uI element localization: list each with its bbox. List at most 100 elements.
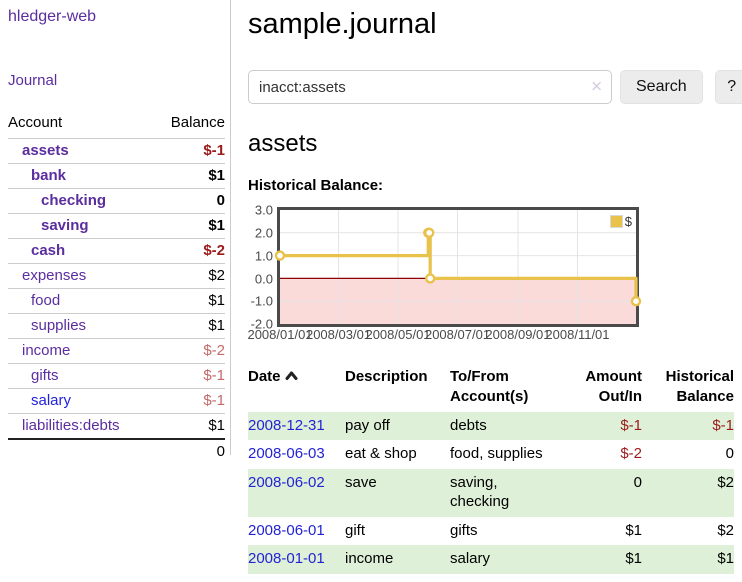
register-header-row: Date Description To/From Account(s) Amou…	[248, 365, 734, 412]
transaction-description: income	[345, 545, 450, 574]
account-row-checking: checking 0	[8, 188, 225, 214]
y-axis-tick-label: 3.0	[254, 202, 273, 218]
sort-ascending-icon	[285, 367, 298, 387]
clear-search-icon[interactable]: ✕	[590, 78, 603, 96]
account-row-supplies: supplies $1	[8, 313, 225, 339]
legend-swatch-icon	[609, 215, 623, 229]
transaction-accounts: food, supplies	[450, 445, 543, 463]
y-axis-tick-label: 1.0	[254, 248, 273, 264]
account-heading: assets	[248, 130, 318, 158]
search-field-wrap: ✕	[248, 70, 612, 105]
chart-plot-area: $	[274, 207, 642, 328]
account-link-bank[interactable]: bank	[31, 167, 67, 184]
transaction-balance: $2	[717, 521, 734, 539]
account-balance: $1	[208, 317, 225, 334]
transaction-date-link[interactable]: 2008-06-01	[248, 521, 325, 539]
sidebar: hledger-web Journal Account Balance asse…	[0, 0, 231, 460]
transaction-balance: $-1	[642, 411, 734, 441]
account-balance: $-2	[203, 242, 225, 259]
account-balance: $-1	[203, 142, 225, 159]
chart-legend: $	[606, 212, 635, 232]
legend-label: $	[624, 214, 632, 230]
transaction-date-link[interactable]: 2008-12-31	[248, 416, 325, 434]
search-form: ✕ Search ?	[248, 70, 742, 105]
register-col-balance: Historical Balance	[665, 368, 734, 406]
register-col-amount: Amount Out/In	[585, 368, 642, 406]
y-axis-tick-label: -2.0	[250, 316, 273, 332]
transaction-balance: 0	[725, 445, 734, 463]
help-button[interactable]: ?	[714, 70, 742, 105]
register-col-accounts: To/From Account(s)	[450, 368, 529, 406]
account-row-expenses: expenses $2	[8, 263, 225, 289]
chart-canvas	[274, 210, 642, 325]
account-link-expenses[interactable]: expenses	[22, 267, 87, 284]
brand-link[interactable]: hledger-web	[8, 8, 97, 25]
search-input[interactable]	[248, 70, 612, 105]
account-balance: $1	[208, 167, 225, 184]
account-link-supplies[interactable]: supplies	[31, 317, 87, 334]
main-content: sample.journal ✕ Search ? assets Histori…	[231, 0, 742, 582]
account-row-income: income $-2	[8, 338, 225, 364]
account-link-saving[interactable]: saving	[41, 217, 89, 234]
transaction-balance: $1	[642, 545, 734, 574]
accounts-col-balance: Balance	[170, 114, 225, 131]
y-axis-tick-label: 0.0	[254, 271, 273, 287]
transaction-description: pay off	[345, 411, 450, 441]
transaction-date-link[interactable]: 2008-06-02	[248, 473, 325, 491]
account-link-income[interactable]: income	[22, 342, 71, 359]
account-balance: $2	[208, 267, 225, 284]
y-axis-tick-label: -1.0	[250, 293, 273, 309]
x-axis-tick-label: 2008/07/01	[424, 327, 491, 343]
x-axis-tick-label: 2008/09/01	[485, 327, 551, 343]
transaction-accounts: debts	[450, 411, 550, 441]
x-axis-tick-label: 2008/11/01	[545, 327, 610, 343]
transaction-balance: $2	[642, 468, 734, 517]
account-link-food[interactable]: food	[31, 292, 61, 309]
register-row: 2008-12-31 pay off debts $-1 $-1	[248, 411, 734, 441]
transaction-date-link[interactable]: 2008-06-03	[248, 445, 325, 463]
account-row-saving: saving $1	[8, 213, 225, 239]
account-link-cash[interactable]: cash	[31, 242, 66, 259]
transaction-accounts: salary	[450, 545, 550, 574]
transaction-description: save	[345, 468, 450, 517]
accounts-total-row: 0	[8, 439, 225, 464]
sidebar-item-journal[interactable]: Journal	[8, 72, 58, 89]
account-row-cash: cash $-2	[8, 238, 225, 264]
account-row-salary: salary $-1	[8, 388, 225, 414]
account-row-food: food $1	[8, 288, 225, 314]
accounts-total: 0	[216, 443, 225, 460]
account-link-salary[interactable]: salary	[31, 392, 72, 409]
y-axis-tick-label: 2.0	[254, 225, 273, 241]
accounts-table: Account Balance assets $-1 bank $1 check…	[8, 110, 225, 464]
account-row-gifts: gifts $-1	[8, 363, 225, 389]
account-link-gifts[interactable]: gifts	[31, 367, 59, 384]
register-table: Date Description To/From Account(s) Amou…	[248, 365, 734, 574]
transaction-amount: $1	[625, 521, 642, 539]
balance-chart: 3.0 2.0 1.0 0.0 -1.0 -2.0 $ 2008/01/01 2008/03…	[247, 199, 742, 345]
chart-title: Historical Balance:	[248, 177, 384, 195]
account-balance: $-1	[203, 392, 225, 409]
transaction-amount: $-2	[620, 445, 642, 463]
account-link-assets[interactable]: assets	[22, 142, 69, 159]
transaction-description: gift	[345, 521, 366, 539]
search-button[interactable]: Search	[620, 70, 703, 105]
account-link-liabilities-debts[interactable]: liabilities:debts	[22, 417, 120, 434]
account-link-checking[interactable]: checking	[41, 192, 107, 209]
account-balance: $-1	[203, 367, 225, 384]
transaction-amount: 0	[550, 468, 642, 517]
register-col-description: Description	[345, 368, 428, 386]
x-axis-tick-label: 2008/01/01	[247, 327, 313, 343]
transaction-amount: $1	[550, 545, 642, 574]
page-title: sample.journal	[248, 8, 437, 40]
transaction-amount: $-1	[550, 411, 642, 441]
x-axis-tick-label: 2008/05/01	[365, 327, 431, 343]
account-balance: 0	[216, 192, 225, 209]
account-row-liabilities-debts: liabilities:debts $1	[8, 413, 225, 440]
sidebar-nav: Journal	[8, 72, 225, 89]
register-col-date[interactable]: Date	[248, 365, 345, 412]
register-row: 2008-01-01 income salary $1 $1	[248, 545, 734, 574]
accounts-col-account: Account	[8, 114, 63, 131]
transaction-date-link[interactable]: 2008-01-01	[248, 550, 325, 568]
account-row-assets: assets $-1	[8, 138, 225, 164]
